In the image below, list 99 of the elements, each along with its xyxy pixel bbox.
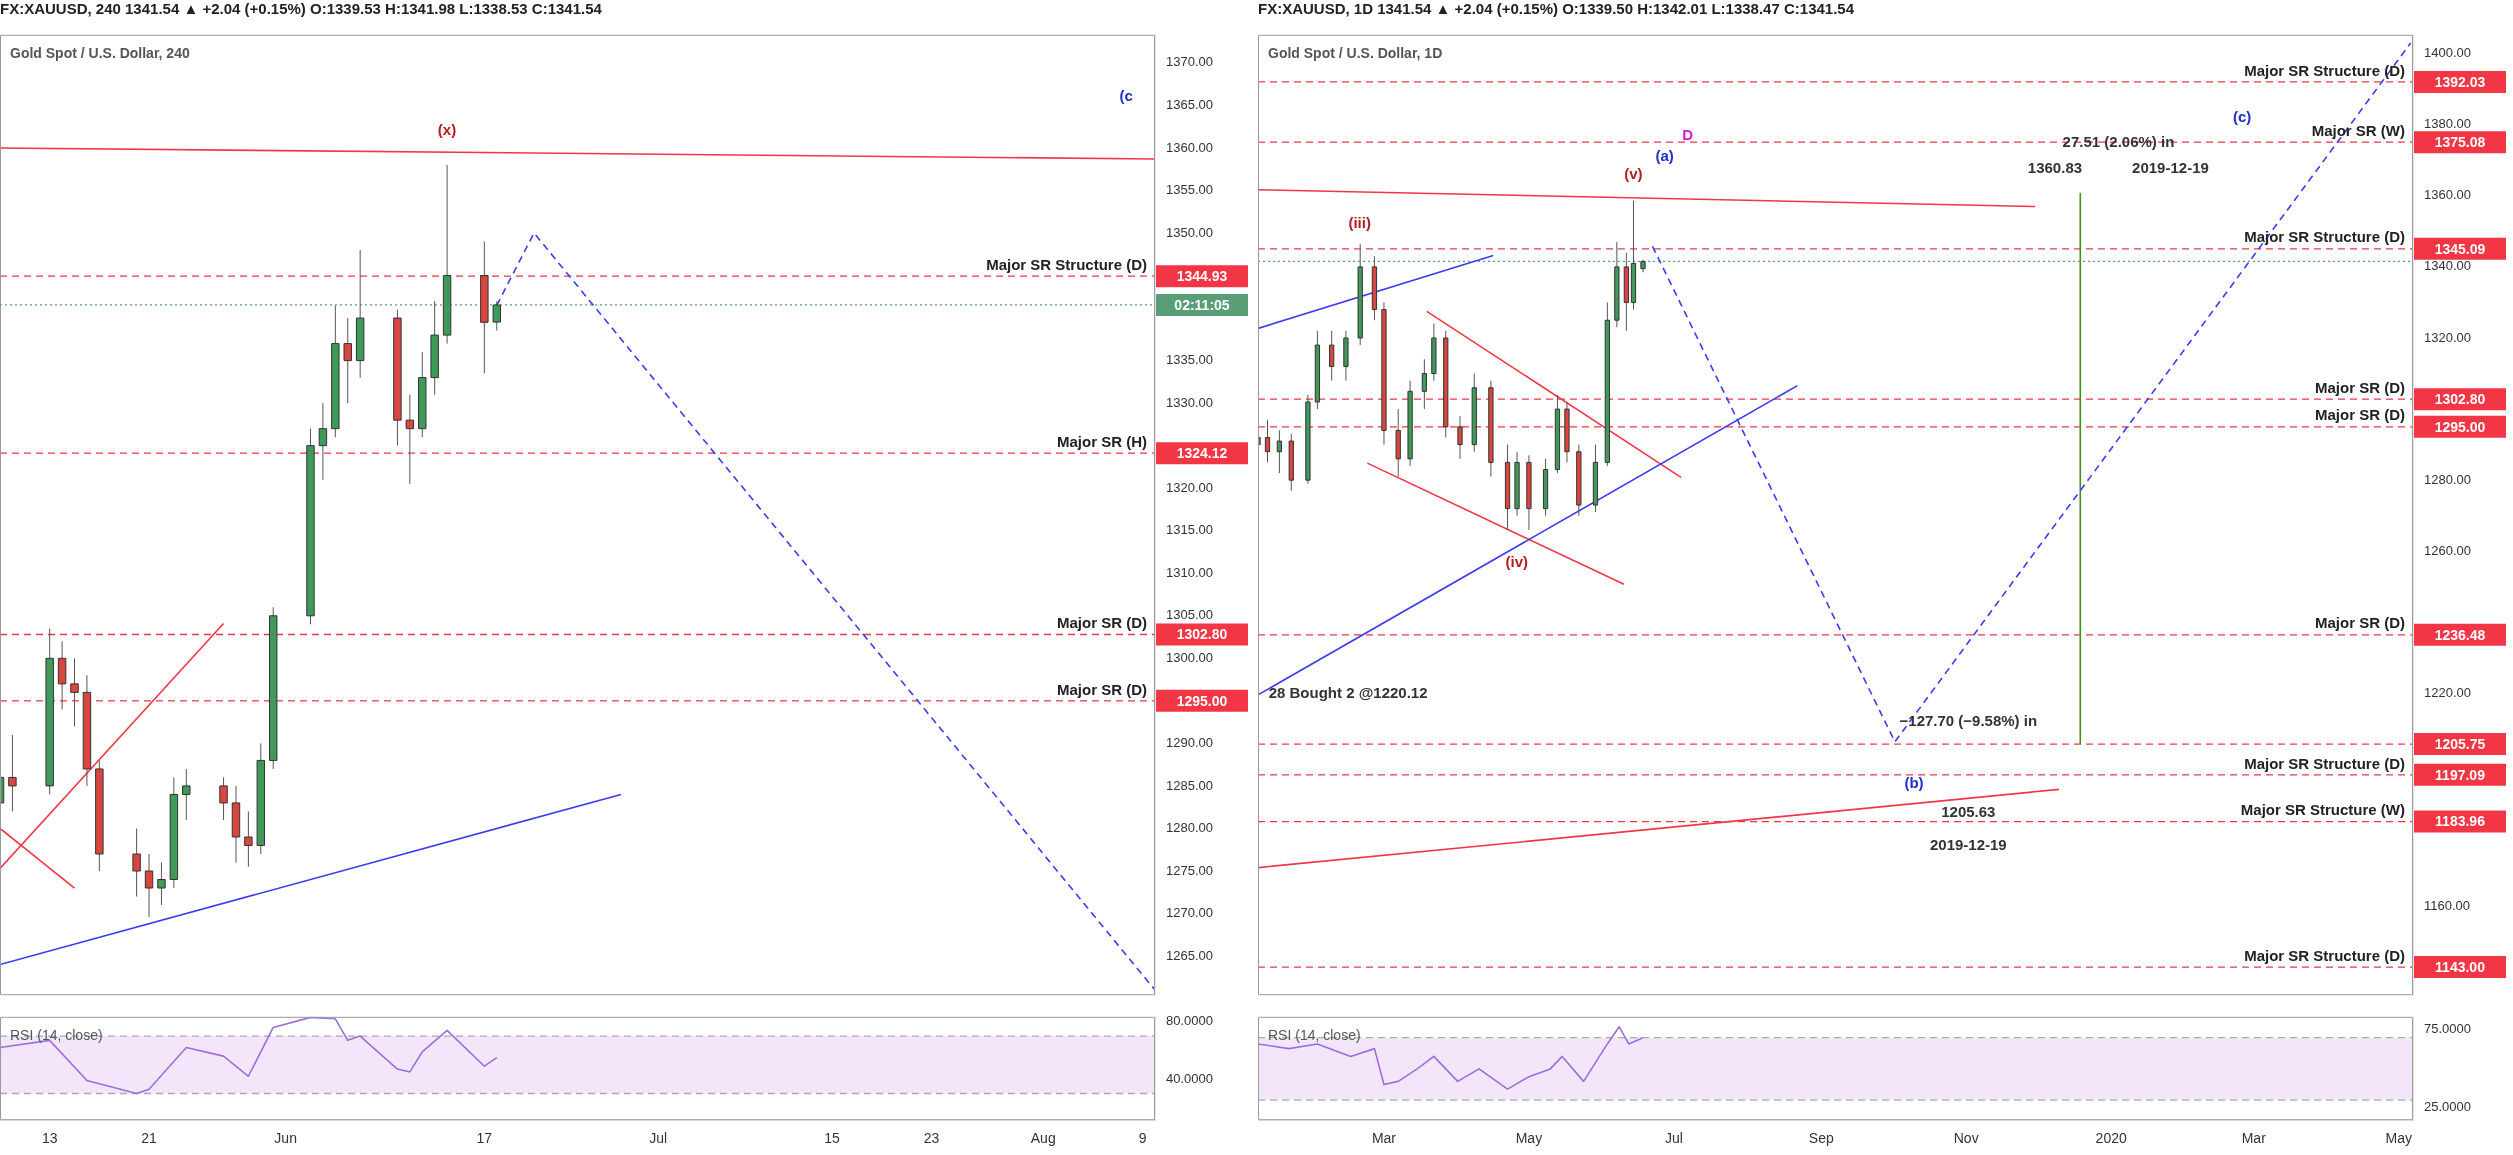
- y-tick-label: 1370.00: [1166, 54, 1213, 70]
- y-tick-label: 1220.00: [2424, 685, 2471, 701]
- text: 1295.00: [2434, 418, 2486, 435]
- ref-line-label: Major SR Structure (W): [2240, 801, 2405, 819]
- y-tick-label: 1335.00: [1166, 352, 1213, 368]
- x-tick-label: Jun: [274, 1130, 297, 1147]
- y-tick-label: 1275.00: [1166, 862, 1213, 878]
- chart-subtitle: FX:XAUUSD, 240 1341.54 ▲ +2.04 (+0.15%) O:1339.53 H:1341.98 L:1338.53 C:1341.54: [0, 0, 603, 19]
- y-tick-label: 1365.00: [1166, 96, 1213, 112]
- annotation: 2019-12-19: [2132, 159, 2209, 177]
- x-tick-label: Nov: [1953, 1130, 1979, 1147]
- y-tick-label: 25.0000: [2424, 1099, 2471, 1115]
- text: 1302.80: [1176, 626, 1228, 643]
- text: 1344.93: [1176, 267, 1228, 284]
- annotation: −127.70 (−9.58%) in: [1899, 711, 2038, 729]
- y-tick-label: 1315.00: [1166, 522, 1213, 538]
- y-tick-label: 1280.00: [2424, 471, 2471, 487]
- y-tick-label: 1355.00: [1166, 182, 1213, 198]
- y-tick-label: 1360.00: [1166, 139, 1213, 155]
- text: 1295.00: [1176, 692, 1228, 709]
- annotation: 2019-12-19: [1929, 836, 2007, 854]
- y-tick-label: 1265.00: [1166, 947, 1213, 963]
- ref-line-label: Major SR (D): [2315, 614, 2405, 632]
- x-tick-label: May: [2385, 1130, 2412, 1147]
- candlestick: [70, 657, 79, 727]
- annotation: (v): [1624, 165, 1643, 183]
- ref-line-label: Major SR Structure (D): [2244, 228, 2405, 246]
- annotation: (c): [2232, 107, 2252, 125]
- annotation: D: [1682, 125, 1694, 143]
- x-tick-label: 15: [824, 1130, 841, 1147]
- text: 1375.08: [2434, 134, 2486, 151]
- y-tick-label: 1320.00: [2424, 329, 2471, 345]
- y-tick-label: 1400.00: [2424, 45, 2471, 61]
- x-tick-label: May: [1515, 1130, 1543, 1147]
- ref-line-label: Major SR (D): [2315, 406, 2405, 424]
- text: RSI (14, close): [1268, 1026, 1361, 1043]
- x-tick-label: Sep: [1808, 1130, 1834, 1147]
- y-tick-label: 1260.00: [2424, 542, 2471, 558]
- x-tick-label: Jul: [649, 1130, 668, 1147]
- y-tick-label: 75.0000: [2424, 1021, 2471, 1037]
- ref-line-label: Major SR (D): [1057, 614, 1147, 632]
- y-tick-label: 1330.00: [1166, 394, 1213, 410]
- ref-line-label: Major SR (D): [1057, 680, 1147, 698]
- annotation: 28 Bought 2 @1220.12: [1268, 683, 1428, 701]
- y-tick-label: 1290.00: [1166, 734, 1213, 750]
- chart-subtitle: FX:XAUUSD, 1D 1341.54 ▲ +2.04 (+0.15%) O:1339.50 H:1342.01 L:1338.47 C:1341.54: [1258, 0, 1855, 19]
- text: 1345.09: [2434, 240, 2486, 257]
- y-tick-label: 1310.00: [1166, 564, 1213, 580]
- text: RSI (14, close): [10, 1026, 103, 1043]
- annotation: (c: [1119, 87, 1133, 105]
- y-tick-label: 1380.00: [2424, 116, 2471, 132]
- text: 1205.75: [2434, 735, 2486, 752]
- x-tick-label: Aug: [1030, 1130, 1056, 1147]
- annotation: (x): [437, 120, 457, 138]
- text: 1324.12: [1176, 445, 1228, 462]
- text: 1183.96: [2435, 813, 2486, 830]
- x-tick-label: Mar: [1371, 1130, 1397, 1147]
- annotation: (iv): [1505, 553, 1528, 571]
- annotation: 1360.83: [2027, 159, 2083, 177]
- y-tick-label: 80.0000: [1166, 1013, 1213, 1029]
- y-tick-label: 40.0000: [1166, 1070, 1213, 1086]
- y-tick-label: 1285.00: [1166, 777, 1213, 793]
- ref-line-label: Major SR (W): [2311, 121, 2405, 139]
- x-tick-label: 17: [476, 1130, 493, 1147]
- ref-line-label: Major SR Structure (D): [986, 255, 1147, 273]
- x-tick-label: 23: [923, 1130, 940, 1147]
- y-tick-label: 1280.00: [1166, 820, 1213, 836]
- y-tick-label: 1320.00: [1166, 479, 1213, 495]
- y-tick-label: 1305.00: [1166, 607, 1213, 623]
- ref-line-label: Major SR Structure (D): [2244, 61, 2405, 79]
- text: 1392.03: [2434, 73, 2486, 90]
- x-tick-label: Mar: [2241, 1130, 2267, 1147]
- text: 1143.00: [2435, 958, 2486, 975]
- y-tick-label: 1340.00: [2424, 258, 2471, 274]
- y-tick-label: 1300.00: [1166, 649, 1213, 665]
- text: 02:11:05: [1174, 296, 1230, 313]
- annotation: (iii): [1348, 214, 1371, 232]
- x-tick-label: Jul: [1664, 1130, 1683, 1147]
- ref-line-label: Major SR Structure (D): [2244, 946, 2405, 964]
- x-tick-label: 21: [141, 1130, 158, 1147]
- y-tick-label: 1350.00: [1166, 224, 1213, 240]
- annotation: 1205.63: [1941, 802, 1996, 820]
- x-tick-label: 13: [41, 1130, 58, 1147]
- x-tick-label: 9: [1138, 1130, 1147, 1147]
- ref-line-label: Major SR (H): [1057, 432, 1147, 450]
- text: 1236.48: [2434, 626, 2486, 643]
- y-tick-label: 1160.00: [2424, 898, 2471, 914]
- text: Gold Spot / U.S. Dollar, 1D: [1268, 44, 1443, 61]
- x-tick-label: 2020: [2095, 1130, 2127, 1147]
- ref-line-label: Major SR (D): [2315, 378, 2405, 396]
- annotation: 27.51 (2.06%) in: [2062, 132, 2175, 150]
- ref-line-label: Major SR Structure (D): [2244, 754, 2405, 772]
- text: Gold Spot / U.S. Dollar, 240: [10, 44, 190, 61]
- text: 1302.80: [2434, 390, 2486, 407]
- annotation: (a): [1655, 146, 1674, 164]
- annotation: (b): [1904, 774, 1924, 792]
- y-tick-label: 1270.00: [1166, 905, 1213, 921]
- y-tick-label: 1360.00: [2424, 187, 2471, 203]
- text: 1197.09: [2435, 766, 2486, 783]
